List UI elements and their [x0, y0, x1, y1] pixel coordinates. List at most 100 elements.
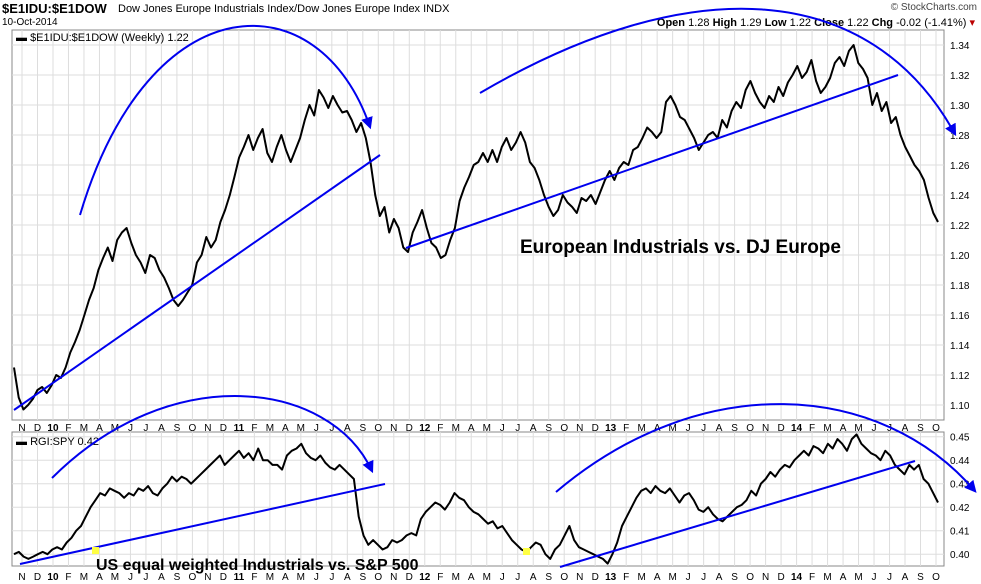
x-tick-label: A	[96, 423, 103, 434]
lower-series-label: ▬ RGI:SPY 0.42	[16, 436, 99, 448]
x-tick-label: O	[560, 423, 568, 434]
x-tick-label: M	[637, 423, 645, 434]
x-tick-label: M	[452, 572, 460, 583]
x-tick-label: A	[468, 423, 475, 434]
x-tick-label: S	[174, 572, 181, 583]
x-tick-label: M	[637, 572, 645, 583]
x-tick-label: J	[515, 423, 520, 434]
x-tick-label: D	[592, 572, 599, 583]
x-tick-label: M	[80, 423, 88, 434]
x-tick-label: N	[18, 572, 25, 583]
high-label: High	[712, 17, 738, 29]
price-series-group	[13, 44, 939, 565]
open-label: Open	[656, 17, 686, 29]
x-tick-label: A	[716, 423, 723, 434]
x-tick-label: A	[840, 423, 847, 434]
down-arrow-icon: ▾	[969, 17, 975, 29]
low-value: 1.22	[789, 17, 812, 29]
description-text: Dow Jones Europe Industrials Index/Dow J…	[118, 3, 421, 15]
main-x-axis: N D 10 F M A M J J A S O N D 11 F M A M J J A S O N D 12 F M A M J J A S O N…	[18, 423, 940, 434]
trendline-lower-1	[19, 483, 386, 565]
legend-mark-main: ▬	[16, 32, 27, 44]
x-tick-label: A	[282, 572, 289, 583]
legend-mark-lower: ▬	[16, 436, 27, 448]
x-tick-label: D	[592, 423, 599, 434]
x-tick-label: S	[917, 572, 924, 583]
x-tick-label: F	[623, 423, 629, 434]
x-tick-label: S	[731, 572, 738, 583]
x-tick-label: J	[872, 572, 877, 583]
chart-description: Dow Jones Europe Industrials Index/Dow J…	[118, 3, 449, 15]
x-tick-label: 12	[419, 572, 431, 583]
lower-series-label-text: RGI:SPY 0.42	[30, 436, 99, 448]
x-tick-label: M	[823, 423, 831, 434]
y-tick-label: 1.24	[950, 191, 970, 202]
x-tick-label: O	[932, 572, 940, 583]
x-tick-label: J	[686, 423, 691, 434]
chg-value: -0.02 (-1.41%)	[896, 17, 967, 29]
x-tick-label: J	[128, 572, 133, 583]
main-grid	[12, 30, 944, 420]
x-tick-label: M	[668, 572, 676, 583]
y-tick-label: 1.32	[950, 71, 970, 82]
x-tick-label: M	[266, 423, 274, 434]
x-tick-label: 10	[47, 572, 59, 583]
trendline-main-1	[13, 154, 381, 411]
x-tick-label: J	[701, 423, 706, 434]
x-tick-label: M	[111, 572, 119, 583]
x-tick-label: N	[390, 423, 397, 434]
x-tick-label: M	[266, 572, 274, 583]
x-tick-label: 12	[419, 423, 431, 434]
x-tick-label: J	[686, 572, 691, 583]
x-tick-label: A	[530, 423, 537, 434]
x-tick-label: J	[500, 423, 505, 434]
trendline-lower-2	[559, 460, 916, 568]
x-tick-label: A	[716, 572, 723, 583]
x-tick-label: J	[329, 572, 334, 583]
open-value: 1.28	[688, 17, 710, 29]
x-tick-label: J	[128, 423, 133, 434]
x-tick-label: J	[143, 423, 148, 434]
y-tick-label: 1.26	[950, 161, 970, 172]
arc-main-1	[79, 24, 373, 216]
high-value: 1.29	[740, 17, 762, 29]
x-tick-label: F	[251, 423, 257, 434]
x-tick-label: A	[902, 423, 909, 434]
x-tick-label: D	[406, 572, 413, 583]
low-label: Low	[764, 17, 787, 29]
ratio-line-europe	[13, 44, 939, 411]
x-tick-label: A	[158, 423, 165, 434]
x-tick-label: N	[390, 572, 397, 583]
x-tick-label: A	[158, 572, 165, 583]
x-tick-label: O	[746, 423, 754, 434]
exchange-text: INDX	[423, 3, 450, 15]
x-tick-label: A	[840, 572, 847, 583]
ohlc-readout: Open 1.28 High 1.29 Low 1.22 Close 1.22 …	[657, 16, 975, 29]
lower-panel-frame	[11, 431, 945, 567]
x-tick-label: D	[777, 572, 784, 583]
x-tick-label: D	[34, 572, 41, 583]
x-tick-label: M	[483, 423, 491, 434]
y-tick-label: 1.34	[950, 41, 970, 52]
x-tick-label: F	[437, 423, 443, 434]
x-tick-label: S	[917, 423, 924, 434]
x-tick-label: N	[576, 423, 583, 434]
x-tick-label: M	[297, 572, 305, 583]
x-tick-label: D	[220, 572, 227, 583]
x-tick-label: O	[560, 572, 568, 583]
close-value: 1.22	[847, 17, 869, 29]
x-tick-label: J	[329, 423, 334, 434]
x-tick-label: 11	[234, 572, 245, 583]
lower-annotation-text: US equal weighted Industrials vs. S&P 50…	[96, 557, 419, 574]
trendline-main-2	[405, 74, 899, 249]
main-series-label-text: $E1IDU:$E1DOW (Weekly) 1.22	[30, 32, 189, 44]
y-tick-label: 0.42	[950, 503, 970, 514]
x-tick-label: S	[545, 572, 552, 583]
x-tick-label: A	[96, 572, 103, 583]
x-tick-label: O	[374, 572, 382, 583]
x-tick-label: A	[654, 572, 661, 583]
x-tick-label: 14	[791, 572, 803, 583]
arc-lower-2	[555, 403, 977, 493]
marker-square-2	[523, 548, 530, 555]
x-tick-label: S	[174, 423, 181, 434]
